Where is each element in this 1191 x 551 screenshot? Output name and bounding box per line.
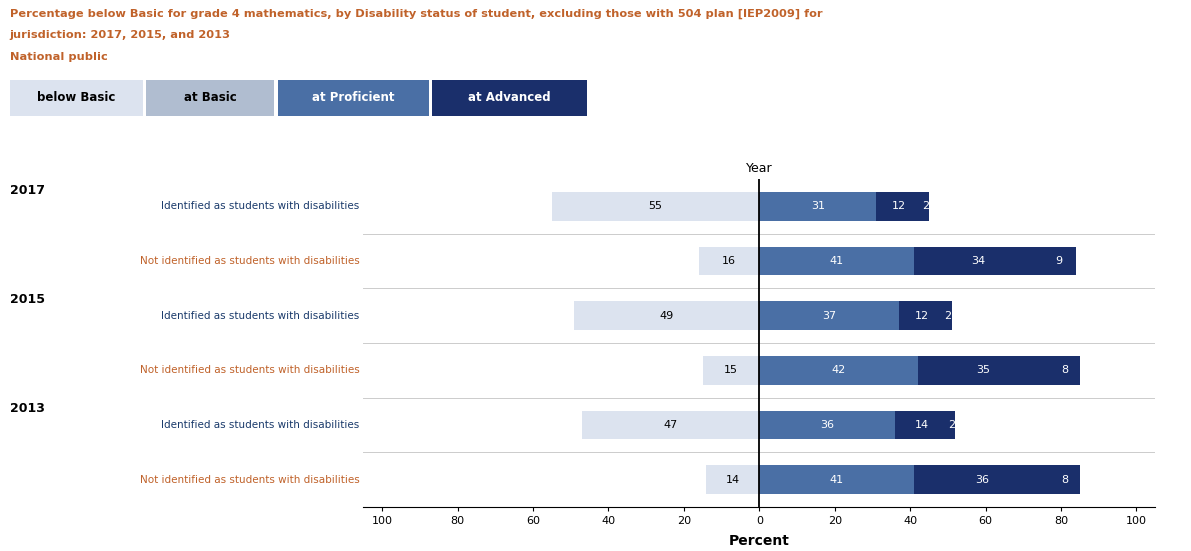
Text: 8: 8 [1061,474,1068,484]
Text: 2: 2 [948,420,955,430]
Bar [1049,466,1080,494]
Text: 12: 12 [892,202,906,212]
Text: Not identified as students with disabilities: Not identified as students with disabili… [139,365,360,375]
Text: 2: 2 [922,202,929,212]
Text: Not identified as students with disabilities: Not identified as students with disabili… [139,474,360,484]
Bar [760,356,918,385]
Bar [1049,356,1080,385]
Bar [703,356,760,385]
Bar [760,410,896,439]
Text: 2: 2 [944,311,952,321]
Text: 14: 14 [915,420,929,430]
Text: 36: 36 [974,474,989,484]
Bar [899,301,944,330]
Bar [944,301,952,330]
Bar [877,192,922,220]
Text: Not identified as students with disabilities: Not identified as students with disabili… [139,256,360,266]
Bar [760,466,913,494]
Text: 35: 35 [977,365,991,375]
Text: 2013: 2013 [10,402,44,415]
Text: below Basic: below Basic [37,91,116,104]
Bar [760,192,877,220]
Bar [913,466,1049,494]
Text: 9: 9 [1055,256,1062,266]
Text: at Proficient: at Proficient [312,91,394,104]
Bar [922,192,929,220]
Text: 36: 36 [821,420,834,430]
Title: Year: Year [746,162,773,175]
Text: 41: 41 [829,256,843,266]
Bar [948,410,955,439]
Bar [760,247,913,276]
Bar [574,301,760,330]
Text: 2015: 2015 [10,293,44,306]
Bar [551,192,760,220]
Text: 2017: 2017 [10,183,44,197]
Text: Identified as students with disabilities: Identified as students with disabilities [161,311,360,321]
Text: 8: 8 [1061,365,1068,375]
Text: 47: 47 [663,420,678,430]
Text: at Basic: at Basic [183,91,237,104]
Text: Identified as students with disabilities: Identified as students with disabilities [161,202,360,212]
Bar [699,247,760,276]
X-axis label: Percent: Percent [729,534,790,548]
Bar [918,356,1049,385]
Text: jurisdiction: 2017, 2015, and 2013: jurisdiction: 2017, 2015, and 2013 [10,30,231,40]
Bar [913,247,1042,276]
Bar [760,301,899,330]
Text: Percentage below Basic for grade 4 mathematics, by Disability status of student,: Percentage below Basic for grade 4 mathe… [10,8,822,19]
Bar [896,410,948,439]
Text: 31: 31 [811,202,824,212]
Text: 41: 41 [829,474,843,484]
Text: 49: 49 [660,311,674,321]
Text: 55: 55 [649,202,662,212]
Text: Identified as students with disabilities: Identified as students with disabilities [161,420,360,430]
Text: 34: 34 [971,256,985,266]
Text: at Advanced: at Advanced [468,91,551,104]
Bar [706,466,760,494]
Text: 15: 15 [724,365,738,375]
Bar [1042,247,1077,276]
Text: 42: 42 [831,365,846,375]
Bar [582,410,760,439]
Text: 16: 16 [722,256,736,266]
Text: 37: 37 [822,311,836,321]
Text: 14: 14 [725,474,740,484]
Text: 12: 12 [915,311,929,321]
Text: National public: National public [10,52,107,62]
